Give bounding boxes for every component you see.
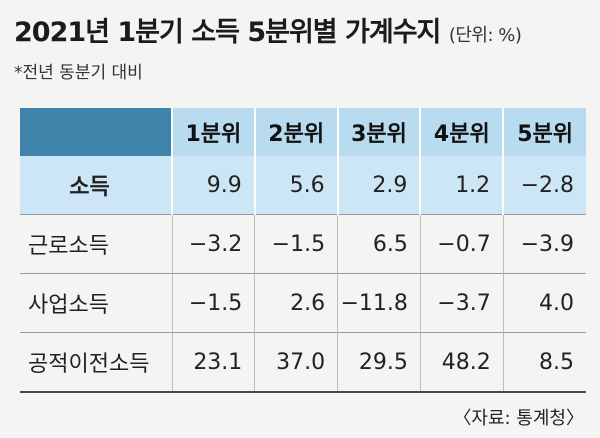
row-label: 소득 — [20, 156, 172, 215]
table-cell: 2.6 — [254, 273, 338, 333]
row-label: 근로소득 — [20, 214, 172, 274]
page-title: 2021년 1분기 소득 5분위별 가계수지 (단위: %) — [14, 10, 522, 49]
income-table: 1분위 2분위 3분위 4분위 5분위 소득 9.9 5.6 2.9 1.2 −… — [20, 108, 586, 393]
table-cell: 2.9 — [336, 156, 421, 215]
table-cell: 5.6 — [253, 156, 338, 215]
table-cell: −11.8 — [337, 273, 421, 333]
table-cell: 9.9 — [171, 156, 255, 215]
table-row: 근로소득 −3.2 −1.5 6.5 −0.7 −3.9 — [20, 214, 586, 274]
table-cell: 48.2 — [419, 332, 504, 393]
column-header: 2분위 — [253, 108, 338, 156]
table-cell: 29.5 — [337, 332, 421, 393]
table-row: 공적이전소득 23.1 37.0 29.5 48.2 8.5 — [20, 332, 586, 393]
table-cell: −1.5 — [171, 273, 255, 333]
header-corner — [20, 108, 172, 156]
table-cell: −0.7 — [419, 214, 504, 274]
table-cell: −1.5 — [254, 214, 338, 274]
column-header: 5분위 — [502, 108, 586, 156]
title-main: 2021년 1분기 소득 5분위별 가계수지 — [14, 17, 441, 48]
column-header: 4분위 — [419, 108, 504, 156]
table-cell: 4.0 — [502, 273, 586, 333]
unit-label: (단위: %) — [448, 25, 522, 46]
header-row: 1분위 2분위 3분위 4분위 5분위 — [20, 108, 586, 156]
table-cell: −3.7 — [419, 273, 504, 333]
table-cell: 37.0 — [254, 332, 338, 393]
table-cell: −3.2 — [171, 214, 255, 274]
table-cell: 23.1 — [171, 332, 255, 393]
table-cell: −3.9 — [502, 214, 586, 274]
source-credit: 〈자료: 통계청〉 — [453, 408, 584, 429]
table-cell: 1.2 — [419, 156, 504, 215]
table-row: 사업소득 −1.5 2.6 −11.8 −3.7 4.0 — [20, 273, 586, 333]
column-header: 3분위 — [336, 108, 421, 156]
table-cell: 6.5 — [337, 214, 421, 274]
row-label: 공적이전소득 — [20, 332, 172, 393]
table-row: 소득 9.9 5.6 2.9 1.2 −2.8 — [20, 156, 586, 215]
row-label: 사업소득 — [20, 273, 172, 333]
table-cell: 8.5 — [502, 332, 586, 393]
column-header: 1분위 — [171, 108, 255, 156]
table-cell: −2.8 — [502, 156, 586, 215]
comparison-note: *전년 동분기 대비 — [14, 63, 143, 83]
